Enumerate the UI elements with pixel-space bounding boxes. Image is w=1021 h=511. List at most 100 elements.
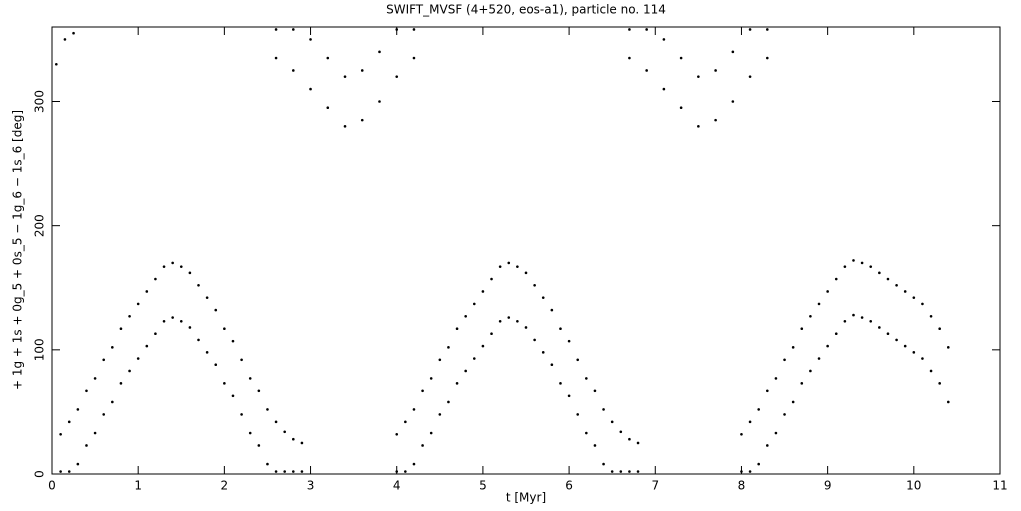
point [826,290,829,293]
point [550,363,554,367]
x-axis-label: t [Myr] [506,491,546,505]
point [498,319,502,323]
point [921,302,924,306]
point [697,125,700,128]
y-tick-label: 0 [33,470,47,478]
point [852,259,855,262]
point [93,431,97,435]
point [731,50,735,54]
point [85,444,88,447]
point [343,75,347,78]
point [464,369,467,373]
point [636,470,640,473]
point [240,413,243,416]
point [136,302,140,306]
point [757,462,760,466]
point [585,377,588,380]
point [111,346,114,349]
point [516,265,519,268]
point [102,413,106,416]
point [171,316,174,319]
point [610,420,614,424]
point [946,346,950,349]
point [102,358,106,362]
point [447,400,450,404]
point [455,382,459,385]
x-tick-label: 7 [651,479,659,493]
point [903,290,907,293]
point [895,283,898,287]
point [240,358,243,362]
point [593,444,597,447]
point [154,332,157,335]
point [404,420,407,424]
point [774,377,778,380]
point [136,357,140,360]
point [886,332,890,335]
point [766,389,769,393]
point [438,358,442,362]
point [205,351,209,354]
point [223,327,226,331]
point [188,326,192,329]
point [292,470,295,473]
point [619,430,623,434]
point [266,408,269,411]
point [412,462,416,466]
point [938,382,941,385]
point [490,277,493,281]
point [378,50,381,54]
point [67,470,71,473]
point [679,56,683,60]
point [438,413,442,416]
point [498,265,502,268]
point [76,408,80,411]
x-tick-label: 2 [221,479,229,493]
point [757,408,760,411]
point [593,389,597,393]
point [300,470,304,473]
point [567,394,571,398]
point [860,261,864,265]
point [559,327,562,331]
point [550,308,554,312]
point [309,87,312,91]
point [429,431,433,435]
y-tick-label: 200 [33,214,47,237]
point [292,437,295,441]
point [714,118,717,122]
point [67,420,71,424]
point [343,125,347,128]
point [791,400,795,404]
point [507,316,511,319]
point [188,271,192,275]
point [162,265,166,268]
point [111,400,114,404]
point [628,28,631,31]
point [360,69,364,72]
point [507,261,511,265]
point [274,56,278,60]
point [412,408,416,411]
point [490,332,493,335]
point [524,271,528,275]
point [154,277,157,281]
point [912,351,916,354]
point [55,62,58,66]
point [766,28,769,31]
x-tick-label: 4 [393,479,401,493]
point [231,339,235,343]
point [464,315,467,318]
y-tick-label: 300 [33,90,47,113]
point [524,326,528,329]
point [602,462,605,466]
point [197,338,200,342]
point [395,470,399,473]
point [766,56,769,60]
point [791,346,795,349]
x-tick-label: 6 [565,479,573,493]
point [576,358,580,362]
point [903,344,907,348]
